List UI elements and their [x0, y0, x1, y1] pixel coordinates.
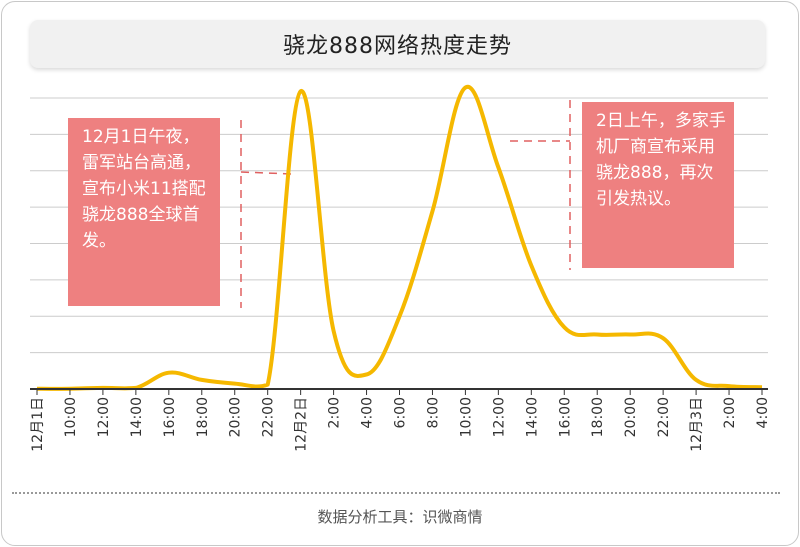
title-bar: 骁龙888网络热度走势: [30, 20, 765, 68]
x-tick-label: 4:00: [360, 397, 376, 428]
x-tick-label: 16:00: [162, 397, 178, 437]
x-tick-label: 8:00: [425, 397, 441, 428]
x-tick-label: 2:00: [327, 397, 343, 428]
x-tick-label: 22:00: [656, 397, 672, 437]
x-tick-label: 18:00: [195, 397, 211, 437]
annotation-connectors: [240, 100, 571, 308]
footer-source: 数据分析工具：识微商情: [317, 508, 483, 526]
annotation-right: 2日上午，多家手机厂商宣布采用骁龙888，再次引发热议。: [582, 102, 734, 268]
x-tick-label: 14:00: [129, 397, 145, 437]
x-tick-label: 12月1日: [30, 397, 46, 452]
x-tick-label: 10:00: [458, 397, 474, 437]
x-tick-label: 18:00: [590, 397, 606, 437]
x-tick-label: 4:00: [755, 397, 771, 428]
annotation-left: 12月1日午夜，雷军站台高通，宣布小米11搭配骁龙888全球首发。: [68, 118, 220, 306]
x-tick-label: 14:00: [524, 397, 540, 437]
x-tick-labels: 12月1日 10:00 12:00 14:00 16:00 18:00 20:00 22:00…: [30, 389, 771, 452]
annotation-dash: [240, 171, 293, 175]
heat-trend-line: [36, 84, 763, 391]
x-tick-label: 6:00: [393, 397, 409, 428]
x-tick-label: 22:00: [261, 397, 277, 437]
x-tick-label: 12:00: [96, 397, 112, 437]
chart-title: 骁龙888网络热度走势: [283, 34, 512, 59]
x-tick-label: 20:00: [623, 397, 639, 437]
footer-divider: [12, 492, 780, 494]
x-tick-label: 2:00: [722, 397, 738, 428]
x-tick-label: 16:00: [557, 397, 573, 437]
x-tick-label: 12月3日: [689, 397, 705, 452]
x-tick-label: 20:00: [228, 397, 244, 437]
x-tick-label: 12:00: [491, 397, 507, 437]
x-tick-label: 12月2日: [294, 397, 310, 452]
x-tick-label: 10:00: [63, 397, 79, 437]
